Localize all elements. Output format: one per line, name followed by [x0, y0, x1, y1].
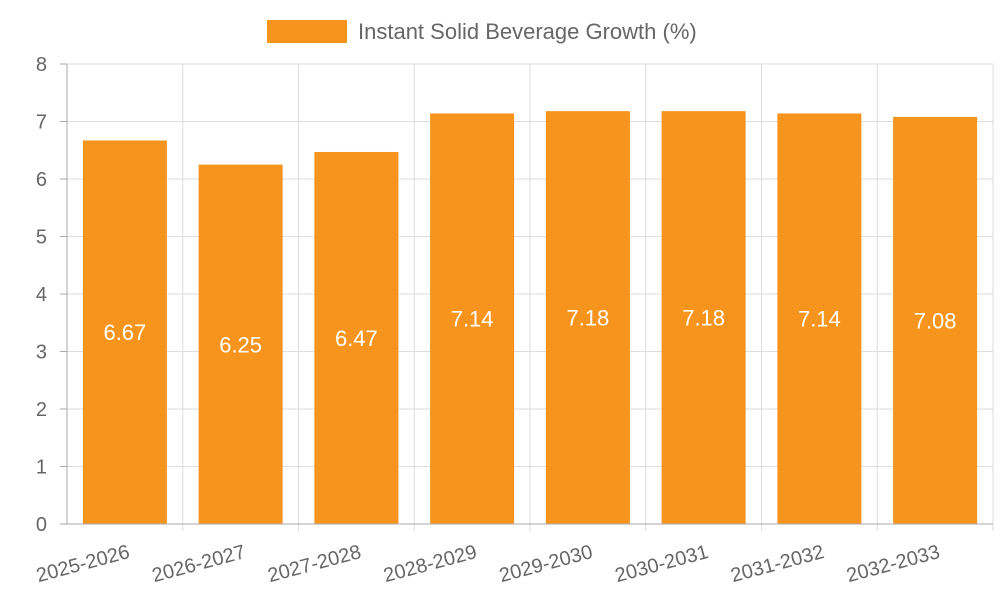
bars	[82, 111, 978, 525]
bar-2029-2030[interactable]	[545, 111, 630, 525]
y-axis-ticks: 0 1 2 3 4 5 6 7 8	[36, 54, 67, 536]
bar-2027-2028[interactable]	[314, 151, 399, 524]
y-tick-label: 3	[36, 342, 47, 364]
data-label-2029-2030: 7.18	[566, 306, 609, 331]
data-label-2031-2032: 7.14	[798, 307, 841, 332]
y-tick-label: 5	[36, 227, 47, 249]
data-label-2025-2026: 6.67	[103, 320, 146, 345]
data-label-2032-2033: 7.08	[914, 308, 957, 333]
data-label-2027-2028: 6.47	[335, 326, 378, 351]
bar-2030-2031[interactable]	[661, 111, 746, 525]
x-tick-label: 2025-2026	[34, 541, 132, 587]
y-tick-label: 1	[36, 457, 47, 479]
x-tick-label: 2032-2033	[844, 541, 942, 587]
bar-2026-2027[interactable]	[198, 164, 283, 524]
y-tick-label: 6	[36, 169, 47, 191]
x-tick-label: 2027-2028	[265, 541, 363, 587]
data-label-2030-2031: 7.18	[682, 306, 725, 331]
x-tick-label: 2029-2030	[497, 541, 595, 587]
legend-swatch	[267, 20, 347, 43]
x-axis-ticks: 2025-2026 2026-2027 2027-2028 2028-2029 2029…	[34, 541, 942, 587]
data-labels: 6.67 6.25 6.47 7.14 7.18 7.18 7.14 7.08	[103, 306, 956, 358]
bar-2028-2029[interactable]	[430, 113, 515, 524]
y-tick-label: 0	[36, 514, 47, 536]
y-tick-label: 7	[36, 112, 47, 134]
x-tick-label: 2028-2029	[381, 541, 479, 587]
x-tick-label: 2031-2032	[728, 541, 826, 587]
data-label-2028-2029: 7.14	[451, 307, 494, 332]
bar-2032-2033[interactable]	[893, 116, 978, 525]
x-tick-label: 2026-2027	[150, 541, 248, 587]
y-tick-label: 8	[36, 54, 47, 76]
x-tick-label: 2030-2031	[613, 541, 711, 587]
y-tick-label: 2	[36, 399, 47, 421]
y-tick-label: 4	[36, 284, 47, 306]
bar-2031-2032[interactable]	[777, 113, 862, 524]
data-label-2026-2027: 6.25	[219, 332, 262, 357]
bar-2025-2026[interactable]	[82, 140, 167, 524]
legend-label: Instant Solid Beverage Growth (%)	[358, 19, 697, 44]
legend[interactable]: Instant Solid Beverage Growth (%)	[267, 19, 697, 44]
